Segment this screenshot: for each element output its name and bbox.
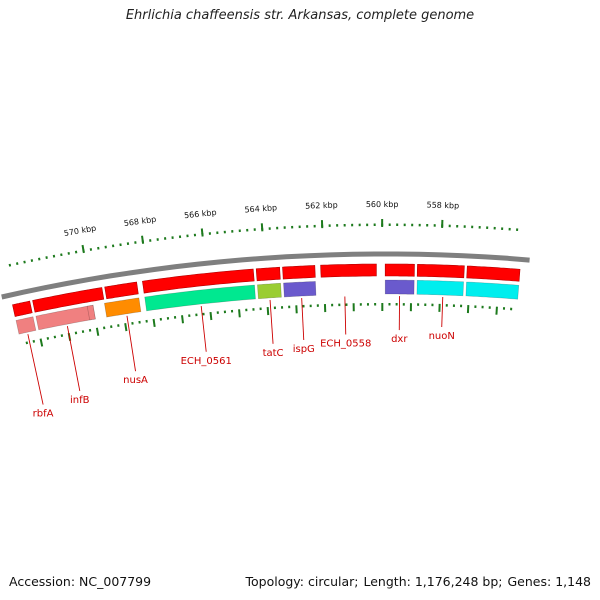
inner-tick: [181, 315, 184, 324]
leader-line: [441, 296, 444, 327]
gene-feature: [104, 297, 142, 318]
gene-feature: [144, 284, 256, 312]
gene-feature: [465, 281, 520, 300]
gene-label-leaders: [27, 296, 444, 405]
length-value: 1,176,248 bp;: [414, 574, 503, 589]
inner-tick: [209, 311, 213, 321]
scale-tick-label: 570 kbp: [63, 224, 97, 238]
forward-strand-arrows: [12, 263, 521, 317]
gene-labels: rbfA infB nusA ECH_0561 tatC ispG ECH_0558 dxr n…: [33, 331, 455, 420]
gene-feature: [15, 316, 37, 335]
minor-tick: [8, 263, 12, 267]
map-title: Ehrlichia chaffeensis str. Arkansas, com…: [125, 8, 475, 23]
minor-tick: [23, 260, 26, 264]
scale-tick-labels: 570 kbp 568 kbp 566 kbp 564 kbp 562 kbp 560 k…: [63, 200, 459, 238]
major-tick: [81, 244, 85, 254]
inner-ticks: [25, 303, 513, 347]
leader-line: [301, 298, 305, 341]
genes-value: 1,148: [555, 574, 591, 589]
leader-line: [200, 305, 207, 352]
forward-arrow: [384, 263, 415, 277]
gene-feature: [384, 279, 415, 295]
length-label: Length:: [363, 574, 411, 589]
scale-tick-label: 558 kbp: [426, 200, 459, 210]
forward-arrow: [466, 265, 521, 282]
forward-arrow: [282, 265, 316, 280]
minor-tick: [30, 259, 34, 262]
gene-feature: [86, 304, 96, 321]
inner-tick: [39, 338, 44, 347]
forward-arrow: [12, 300, 33, 317]
leader-line: [126, 315, 136, 372]
topology-value: circular;: [308, 574, 359, 589]
gene-label: nuoN: [429, 331, 455, 342]
forward-arrow: [32, 287, 105, 313]
gene-label: dxr: [391, 334, 408, 345]
major-tick: [200, 228, 204, 237]
leader-line: [27, 334, 44, 405]
inner-tick: [124, 323, 128, 332]
inner-tick: [238, 309, 241, 318]
inner-tick: [32, 339, 36, 343]
topology-label: Topology:: [245, 574, 305, 589]
forward-arrow: [255, 266, 281, 282]
backbone-arc: [1, 251, 530, 300]
accession-value: NC_007799: [79, 574, 152, 589]
scale-tick-label: 560 kbp: [366, 200, 399, 209]
gene-label: ECH_0561: [181, 356, 232, 367]
scale-tick-label: 568 kbp: [123, 215, 157, 228]
gene-feature: [35, 304, 96, 331]
scale-major-ticks: [81, 219, 444, 254]
major-tick: [141, 235, 145, 244]
inner-tick: [25, 341, 29, 345]
gene-label: ispG: [293, 344, 315, 355]
forward-arrow: [142, 268, 255, 294]
leader-line: [66, 326, 81, 392]
forward-arrow: [104, 281, 139, 300]
scale-tick-label: 562 kbp: [305, 201, 338, 211]
gene-label: infB: [70, 395, 90, 406]
genome-summary: Topology: circular; Length: 1,176,248 bp; …: [246, 574, 591, 589]
forward-arrow: [320, 263, 377, 278]
inner-tick: [95, 327, 100, 336]
accession-info: Accession: NC_007799: [9, 574, 151, 589]
scale-tick-label: 566 kbp: [184, 208, 217, 220]
genes-label: Genes:: [507, 574, 552, 589]
inner-tick: [495, 306, 498, 315]
leader-line: [344, 296, 347, 335]
gene-label: ECH_0558: [320, 338, 371, 349]
gene-label: tatC: [263, 348, 284, 359]
minor-tick: [15, 262, 19, 266]
gene-feature: [283, 281, 317, 298]
scale-tick-label: 564 kbp: [244, 203, 277, 214]
genome-backbone: [1, 251, 530, 300]
gene-feature: [416, 279, 464, 297]
gene-label: nusA: [123, 375, 148, 386]
forward-arrow: [416, 263, 465, 279]
inner-tick: [266, 307, 270, 316]
gene-label: rbfA: [33, 409, 54, 420]
gene-feature: [257, 282, 282, 300]
inner-tick: [152, 318, 156, 328]
gene-features: [15, 279, 520, 335]
inner-tick: [46, 336, 50, 340]
leader-line: [269, 299, 274, 344]
major-tick: [260, 223, 264, 232]
accession-label: Accession:: [9, 574, 76, 589]
